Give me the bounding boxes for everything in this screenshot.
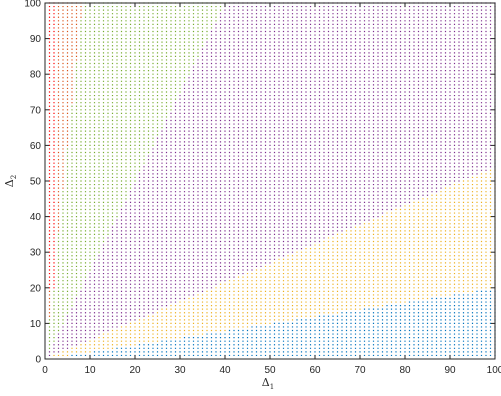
region-points-3 — [48, 2, 496, 357]
y-tick-label: 80 — [30, 70, 42, 81]
region-points-2 — [53, 169, 496, 357]
x-tick-label: 50 — [264, 365, 276, 376]
y-tick-label: 10 — [30, 319, 42, 330]
x-tick-label: 80 — [399, 365, 411, 376]
y-tick-label: 70 — [30, 105, 42, 116]
region-points-4 — [48, 2, 226, 349]
x-axis-label: Δ1 — [262, 376, 274, 391]
y-tick-label: 50 — [30, 177, 42, 188]
y-tick-label: 30 — [30, 248, 42, 259]
x-tick-label: 90 — [444, 365, 456, 376]
x-tick-label: 70 — [354, 365, 366, 376]
y-tick-label: 20 — [30, 283, 42, 294]
x-tick-label: 100 — [487, 365, 501, 376]
y-tick-label: 40 — [30, 212, 42, 223]
x-tick-label: 40 — [219, 365, 231, 376]
y-axis-label: Δ2 — [3, 175, 18, 187]
y-tick-label: 90 — [30, 34, 42, 45]
y-tick-label: 0 — [35, 355, 41, 366]
x-tick-label: 60 — [309, 365, 321, 376]
y-tick-label: 100 — [24, 0, 41, 10]
x-tick-label: 20 — [129, 365, 141, 376]
data-points — [48, 2, 496, 357]
region-points-1 — [71, 290, 496, 357]
y-tick-label: 60 — [30, 141, 42, 152]
axes: 0 10 20 30 40 50 60 70 80 90 100 0 10 20 30 40 50 60 70 80 9… — [24, 0, 501, 376]
x-tick-label: 0 — [42, 365, 48, 376]
x-tick-label: 10 — [84, 365, 96, 376]
x-tick-label: 30 — [174, 365, 186, 376]
region-points-6 — [48, 2, 55, 289]
